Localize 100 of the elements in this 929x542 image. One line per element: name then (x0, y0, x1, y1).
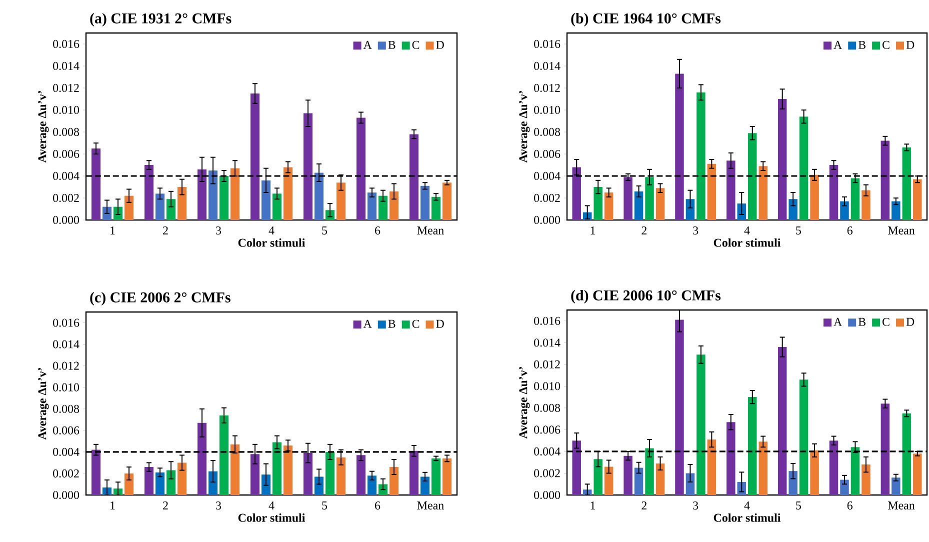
y-tick-label: 0.010 (53, 383, 80, 392)
legend-label: A (363, 320, 372, 328)
bar (707, 440, 716, 495)
bar (594, 186, 602, 220)
bar (272, 442, 282, 495)
bar (594, 459, 602, 495)
legend-label: D (906, 40, 914, 49)
bar (656, 188, 665, 220)
x-tick-label: 5 (796, 226, 801, 234)
legend-label: D (436, 40, 444, 49)
bar (230, 444, 240, 495)
y-tick-label: 0.012 (53, 362, 79, 370)
x-tick-label: 6 (375, 502, 380, 510)
x-tick-label: 3 (216, 226, 222, 235)
bar (748, 397, 757, 495)
legend-label: C (412, 320, 420, 328)
bar (645, 177, 654, 220)
legend-label: C (882, 40, 890, 49)
bar (624, 177, 632, 220)
bar (902, 147, 912, 220)
x-tick-label: 4 (744, 226, 750, 234)
bar (230, 168, 240, 220)
bar (707, 164, 716, 220)
bar (390, 191, 399, 220)
bar (124, 196, 134, 220)
bar (686, 473, 695, 495)
bar (696, 354, 706, 495)
y-tick-label: 0.004 (534, 447, 560, 456)
bar (91, 450, 101, 495)
bar (420, 186, 430, 220)
bar (144, 164, 154, 220)
x-tick-label: Mean (417, 502, 444, 510)
y-tick-label: 0.000 (53, 490, 80, 500)
bar (788, 199, 798, 220)
bar (902, 413, 912, 495)
bar (604, 192, 614, 220)
bar (442, 458, 452, 495)
y-tick-label: 0.000 (534, 216, 560, 224)
bar (726, 422, 736, 495)
chart-title: (c) CIE 2006 2° CMFs (90, 292, 230, 306)
y-tick-label: 0.010 (534, 382, 560, 390)
bar (124, 473, 134, 495)
bar (356, 455, 366, 495)
bar (624, 456, 632, 495)
bar (378, 196, 388, 220)
y-tick-label: 0.016 (534, 40, 560, 48)
y-tick-label: 0.012 (534, 360, 560, 368)
bar (810, 450, 819, 495)
y-tick-label: 0.014 (534, 62, 560, 70)
bar (178, 186, 187, 220)
bar (155, 472, 165, 495)
bar (432, 458, 441, 495)
bar (390, 467, 399, 495)
bar (572, 167, 581, 220)
bar (197, 422, 207, 495)
bar (634, 468, 644, 495)
y-tick-label: 0.016 (53, 40, 80, 48)
bar (314, 476, 324, 495)
legend-label: B (858, 318, 866, 326)
x-tick-label: Mean (417, 226, 444, 234)
x-tick-label: 4 (268, 226, 274, 234)
x-tick-label: 2 (642, 502, 646, 510)
bar (91, 148, 101, 220)
bar (326, 452, 335, 495)
bar (686, 199, 695, 220)
bar (178, 462, 187, 495)
y-tick-label: 0.004 (53, 172, 80, 180)
y-tick-label: 0.006 (534, 426, 560, 434)
y-tick-label: 0.002 (534, 194, 560, 202)
legend-label: C (882, 318, 890, 326)
x-tick-label: 5 (322, 502, 328, 510)
x-tick-label: Mean (888, 226, 915, 234)
x-tick-label: 1 (110, 502, 115, 510)
x-tick-label: 3 (693, 502, 698, 510)
bar (284, 167, 293, 220)
x-tick-label: 3 (216, 502, 222, 510)
bar (572, 440, 581, 495)
y-tick-label: 0.008 (53, 404, 80, 413)
chart-title: (a) CIE 1931 2° CMFs (90, 12, 232, 26)
bar (272, 194, 282, 220)
y-axis-title: Average Δu’v’ (38, 368, 49, 440)
bar (336, 457, 346, 495)
x-tick-label: 5 (796, 502, 801, 510)
x-axis-title: Color stimuli (714, 238, 781, 247)
bar (144, 467, 154, 495)
y-tick-label: 0.008 (53, 128, 80, 136)
bar (166, 199, 176, 220)
bar (696, 92, 706, 220)
x-tick-label: 2 (163, 226, 168, 234)
x-tick-label: 4 (268, 502, 274, 510)
bar (778, 347, 787, 495)
y-tick-label: 0.006 (53, 150, 80, 158)
x-tick-label: 2 (642, 226, 646, 234)
y-tick-label: 0.004 (53, 448, 80, 456)
y-axis-title: Average Δu’v’ (519, 367, 530, 439)
bar (726, 160, 736, 220)
x-tick-label: 2 (163, 502, 168, 510)
y-tick-label: 0.000 (534, 490, 560, 500)
bar (862, 190, 870, 220)
legend-label: A (834, 40, 842, 49)
